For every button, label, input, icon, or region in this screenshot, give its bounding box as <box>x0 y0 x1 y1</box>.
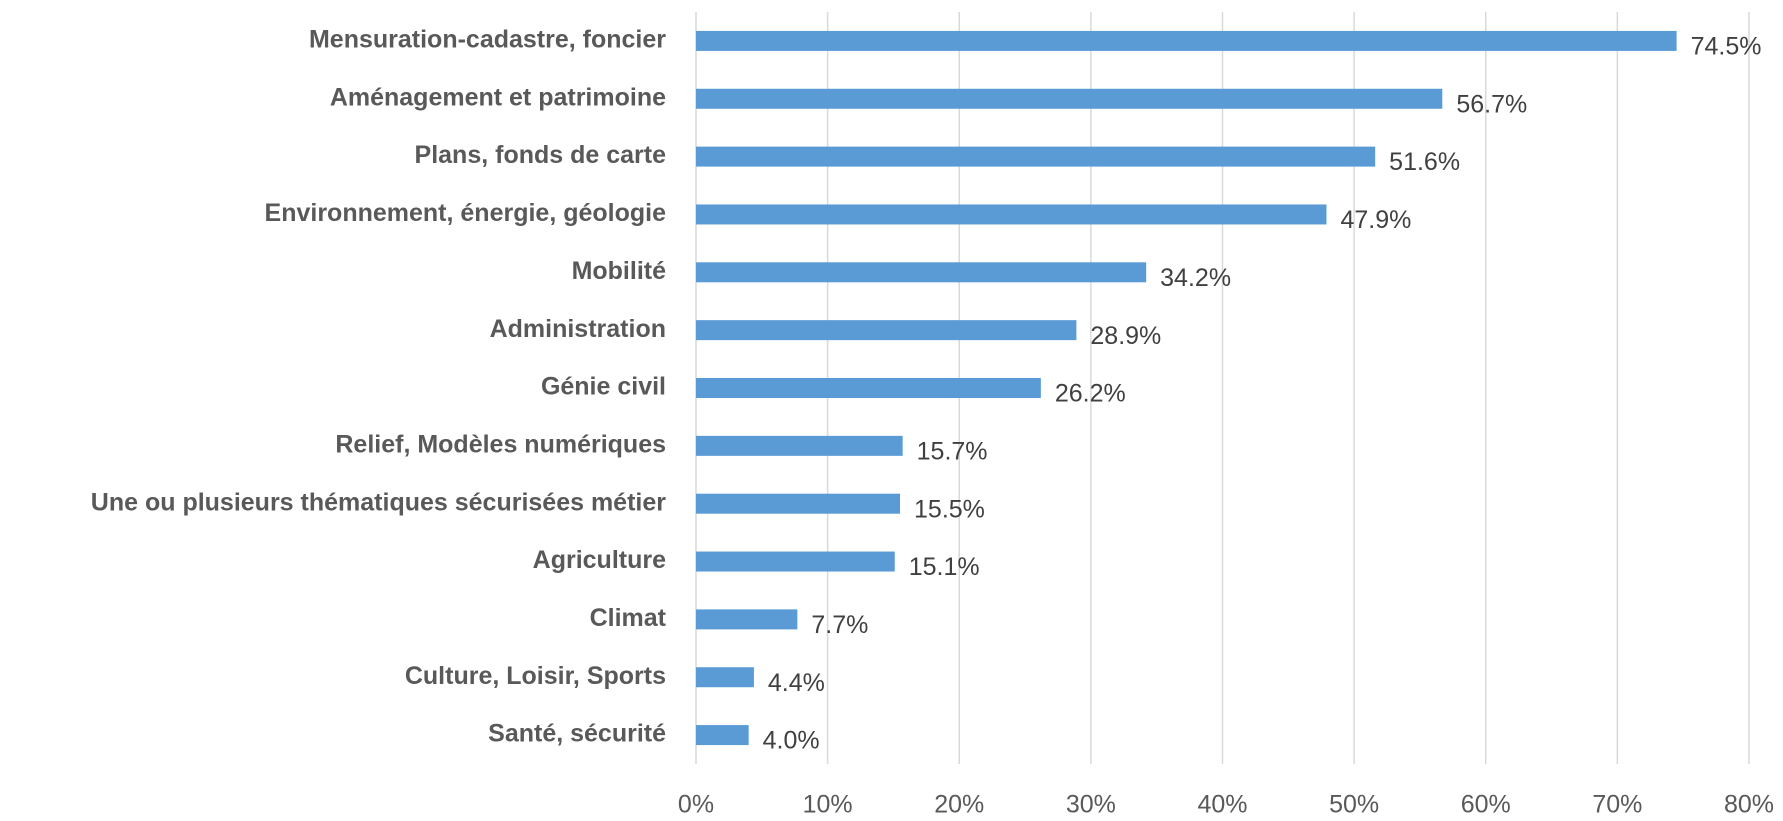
data-label: 4.0% <box>763 727 820 755</box>
bar <box>696 262 1147 283</box>
category-label: Plans, fonds de carte <box>415 141 667 169</box>
category-label: Santé, sécurité <box>488 720 666 748</box>
category-label: Climat <box>590 604 667 632</box>
category-label: Mensuration-cadastre, foncier <box>309 26 666 54</box>
data-label: 26.2% <box>1055 380 1126 408</box>
category-label: Mobilité <box>572 257 667 285</box>
data-label: 51.6% <box>1389 148 1460 176</box>
x-tick-label: 30% <box>1066 791 1116 819</box>
data-label: 47.9% <box>1340 206 1411 234</box>
x-tick-label: 20% <box>934 791 984 819</box>
x-tick-label: 50% <box>1329 791 1379 819</box>
data-label: 56.7% <box>1456 90 1527 118</box>
bar <box>696 725 749 746</box>
x-tick-label: 70% <box>1592 791 1642 819</box>
data-label: 7.7% <box>811 611 868 639</box>
bar <box>696 551 895 572</box>
data-label: 74.5% <box>1691 33 1762 61</box>
category-label: Aménagement et patrimoine <box>330 83 666 111</box>
x-tick-label: 40% <box>1197 791 1247 819</box>
category-label: Culture, Loisir, Sports <box>405 662 666 690</box>
category-label: Agriculture <box>533 546 666 574</box>
data-label: 15.7% <box>917 437 988 465</box>
category-label: Administration <box>490 315 666 343</box>
bar <box>696 493 901 514</box>
bar <box>696 88 1443 109</box>
bar <box>696 667 754 688</box>
data-label: 28.9% <box>1090 322 1161 350</box>
x-tick-label: 60% <box>1461 791 1511 819</box>
data-label: 15.5% <box>914 495 985 523</box>
data-label: 15.1% <box>909 553 980 581</box>
category-label: Génie civil <box>541 373 666 401</box>
category-label: Une ou plusieurs thématiques sécurisées … <box>91 488 666 516</box>
bar <box>696 435 903 456</box>
data-label: 34.2% <box>1160 264 1231 292</box>
bar <box>696 146 1376 167</box>
bar <box>696 30 1677 51</box>
bar <box>696 320 1077 341</box>
x-tick-label: 10% <box>803 791 853 819</box>
bar <box>696 609 798 630</box>
category-label: Relief, Modèles numériques <box>335 430 666 458</box>
x-tick-label: 0% <box>678 791 714 819</box>
data-label: 4.4% <box>768 669 825 697</box>
category-label: Environnement, énergie, géologie <box>265 199 667 227</box>
bar <box>696 204 1327 225</box>
x-tick-label: 80% <box>1724 791 1774 819</box>
bar <box>696 378 1041 398</box>
